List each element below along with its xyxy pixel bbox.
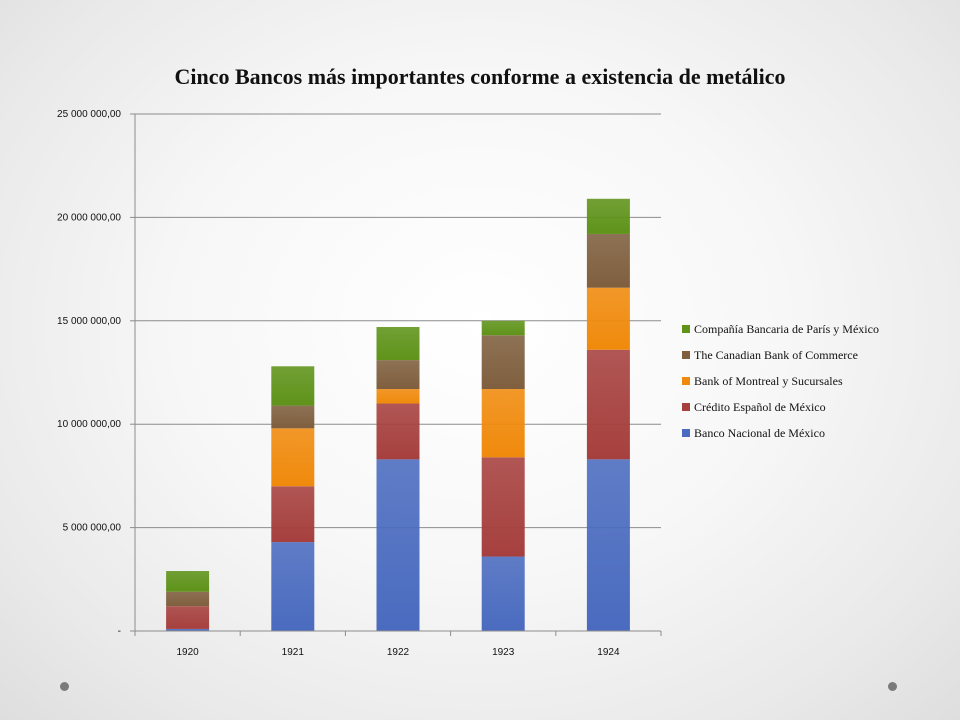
axes: - 5 000 000,00 10 000 000,00 15 000 000,00 2… bbox=[57, 109, 662, 658]
legend-swatch bbox=[682, 377, 690, 385]
bar-segment bbox=[481, 335, 525, 390]
bar-segment bbox=[586, 459, 630, 631]
bars bbox=[166, 198, 630, 631]
bar-segment bbox=[166, 571, 210, 592]
x-tick-label: 1921 bbox=[282, 647, 305, 658]
legend-entry: Bank of Montreal y Sucursales bbox=[694, 374, 843, 388]
bar-segment bbox=[271, 366, 315, 406]
bar-segment bbox=[481, 457, 525, 557]
bar-segment bbox=[481, 320, 525, 336]
legend: Compañía Bancaria de París y México The C… bbox=[682, 322, 879, 440]
y-tick-label: 25 000 000,00 bbox=[57, 109, 121, 120]
y-tick-label: 10 000 000,00 bbox=[57, 419, 121, 430]
bar-segment bbox=[376, 327, 420, 361]
legend-swatch bbox=[682, 351, 690, 359]
slide-dot-right bbox=[888, 682, 897, 691]
bar-segment bbox=[376, 403, 420, 460]
bar-segment bbox=[376, 360, 420, 390]
x-tick-label: 1922 bbox=[387, 647, 410, 658]
bar-segment bbox=[586, 349, 630, 460]
bar-segment bbox=[271, 405, 315, 429]
bar-segment bbox=[271, 428, 315, 487]
legend-entry: The Canadian Bank of Commerce bbox=[694, 348, 858, 362]
bar-segment bbox=[586, 233, 630, 288]
bar-segment bbox=[166, 606, 210, 629]
bar-segment bbox=[376, 459, 420, 631]
x-tick-label: 1924 bbox=[597, 647, 620, 658]
legend-swatch bbox=[682, 325, 690, 333]
bar-segment bbox=[481, 389, 525, 458]
bar-segment bbox=[586, 198, 630, 234]
legend-entry: Banco Nacional de México bbox=[694, 426, 825, 440]
bar-segment bbox=[271, 486, 315, 543]
y-tick-label: - bbox=[118, 626, 121, 637]
bar-segment bbox=[166, 591, 210, 607]
legend-entry: Crédito Español de México bbox=[694, 400, 826, 414]
legend-entry: Compañía Bancaria de París y México bbox=[694, 322, 879, 336]
y-tick-label: 15 000 000,00 bbox=[57, 316, 121, 327]
y-tick-label: 5 000 000,00 bbox=[63, 523, 122, 534]
x-tick-label: 1920 bbox=[176, 647, 199, 658]
chart-title: Cinco Bancos más importantes conforme a … bbox=[174, 64, 786, 89]
bar-segment bbox=[271, 542, 315, 631]
bar-segment bbox=[586, 287, 630, 350]
bar-segment bbox=[376, 389, 420, 404]
slide-dot-left bbox=[60, 682, 69, 691]
bar-segment bbox=[481, 556, 525, 631]
y-tick-label: 20 000 000,00 bbox=[57, 212, 121, 223]
bar-segment bbox=[166, 628, 210, 631]
x-tick-label: 1923 bbox=[492, 647, 515, 658]
legend-swatch bbox=[682, 403, 690, 411]
legend-swatch bbox=[682, 429, 690, 437]
